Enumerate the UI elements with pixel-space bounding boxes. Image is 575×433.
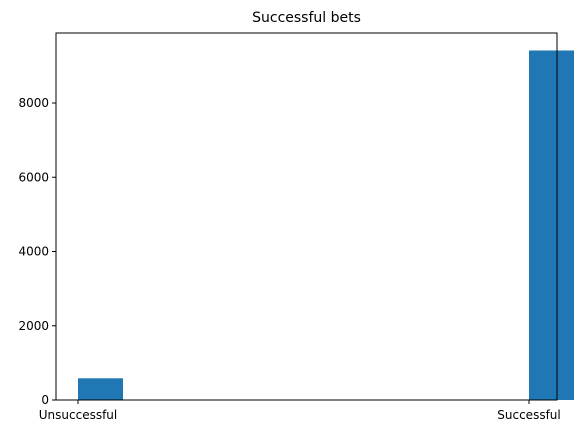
- bar-unsuccessful: [78, 378, 123, 400]
- x-axis: Unsuccessful Successful: [39, 400, 561, 422]
- y-tick-label: 8000: [18, 96, 49, 110]
- axes-frame: [55, 32, 558, 401]
- y-tick-label: 0: [41, 393, 49, 407]
- y-tick-label: 2000: [18, 319, 49, 333]
- y-tick-label: 4000: [18, 245, 49, 259]
- bar-successful: [529, 50, 574, 400]
- x-tick-label: Unsuccessful: [39, 408, 118, 422]
- x-tick-label: Successful: [497, 408, 560, 422]
- y-axis: 0 2000 4000 6000 8000: [18, 96, 56, 407]
- bars-group: [78, 50, 574, 400]
- y-tick-label: 6000: [18, 170, 49, 184]
- chart-title: Successful bets: [252, 10, 361, 26]
